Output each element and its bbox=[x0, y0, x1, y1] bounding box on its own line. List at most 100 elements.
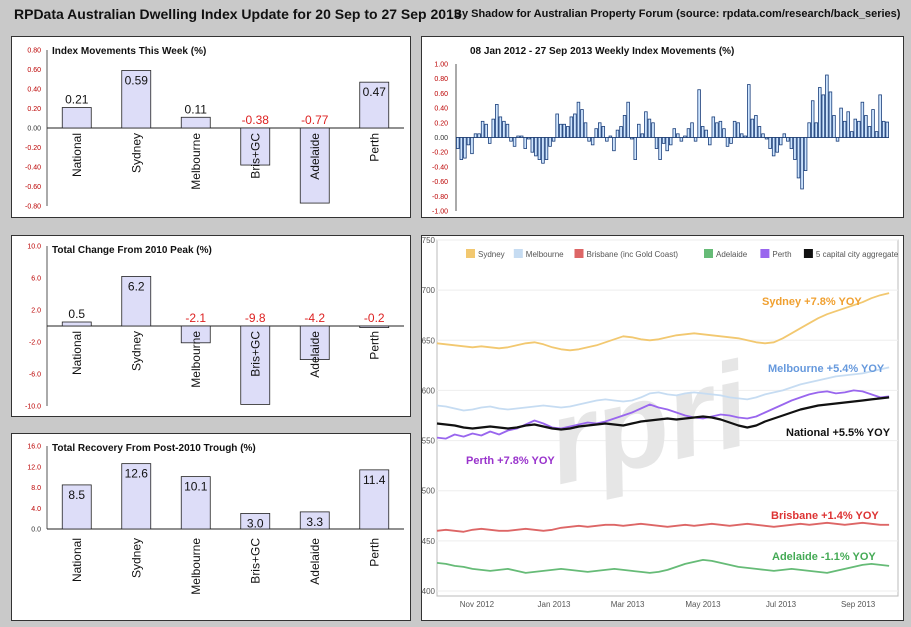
value-label: 6.2 bbox=[128, 279, 145, 293]
weekly-bar bbox=[495, 104, 499, 138]
value-label: -9.8 bbox=[245, 311, 266, 325]
y-tick-label: -0.40 bbox=[25, 165, 41, 172]
weekly-bar bbox=[668, 137, 673, 146]
y-tick-label: -6.0 bbox=[29, 372, 41, 379]
series-label: Perth +7.8% YOY bbox=[466, 455, 555, 467]
weekly-bar bbox=[562, 123, 566, 138]
series-label: Melbourne +5.4% YOY bbox=[768, 363, 885, 375]
weekly-bar bbox=[768, 137, 772, 149]
y-tick-label: 400 bbox=[422, 587, 436, 596]
legend-swatch bbox=[760, 249, 770, 258]
y-tick-label: -1.00 bbox=[432, 209, 448, 216]
bar-perth bbox=[359, 81, 390, 129]
weekly-bar bbox=[647, 118, 652, 138]
weekly-bar bbox=[576, 101, 581, 138]
value-label: 0.21 bbox=[65, 93, 89, 107]
weekly-bar bbox=[583, 122, 588, 138]
weekly-bar bbox=[555, 113, 559, 138]
bar-adelaide bbox=[299, 325, 330, 360]
weekly-bar bbox=[700, 126, 705, 138]
value-label: 0.11 bbox=[185, 102, 208, 116]
category-label: Sydney bbox=[129, 538, 143, 578]
weekly-bar bbox=[530, 137, 535, 153]
weekly-bar bbox=[729, 137, 733, 144]
weekly-bar bbox=[459, 137, 464, 160]
bar-sydney bbox=[121, 70, 152, 129]
weekly-bar bbox=[832, 115, 836, 138]
value-label: -0.77 bbox=[301, 113, 329, 127]
weekly-bar bbox=[551, 137, 556, 142]
y-tick-label: -0.60 bbox=[25, 184, 41, 191]
y-tick-label: 0.80 bbox=[27, 48, 41, 55]
y-tick-label: -0.80 bbox=[25, 204, 41, 211]
weekly-bar bbox=[456, 137, 460, 149]
x-tick-label: May 2013 bbox=[685, 600, 721, 609]
value-label: 10.1 bbox=[184, 480, 208, 494]
x-tick-label: Mar 2013 bbox=[611, 600, 645, 609]
weekly-bar bbox=[608, 135, 613, 138]
chart-title: Index Movements This Week (%) bbox=[52, 46, 206, 57]
value-label: 12.6 bbox=[125, 467, 149, 481]
y-tick-label: 8.0 bbox=[31, 485, 41, 492]
weekly-bar bbox=[615, 129, 620, 138]
weekly-bar bbox=[534, 137, 538, 157]
bar-brisgc bbox=[240, 127, 271, 166]
recovery-from-trough-chart: Total Recovery From Post-2010 Trough (%)… bbox=[11, 433, 411, 621]
weekly-bar bbox=[487, 137, 492, 144]
weekly-bar bbox=[857, 120, 861, 138]
weekly-bar bbox=[619, 126, 623, 138]
weekly-bar bbox=[757, 126, 762, 138]
y-tick-label: 0.0 bbox=[31, 527, 41, 534]
weekly-bar bbox=[622, 115, 627, 138]
x-tick-label: Sep 2013 bbox=[841, 600, 876, 609]
category-label: Perth bbox=[367, 538, 381, 567]
value-label: 8.5 bbox=[68, 488, 85, 502]
weekly-bar bbox=[683, 135, 687, 138]
weekly-bar bbox=[782, 133, 787, 138]
weekly-bar bbox=[594, 128, 598, 138]
weekly-bar bbox=[573, 113, 577, 138]
weekly-bar bbox=[527, 137, 531, 140]
weekly-bar bbox=[793, 137, 797, 160]
category-label: Perth bbox=[367, 331, 381, 360]
y-tick-label: 600 bbox=[422, 386, 436, 395]
y-tick-label: 550 bbox=[422, 437, 436, 446]
series-line-melbourne bbox=[436, 366, 890, 412]
weekly-bar bbox=[885, 121, 889, 138]
category-label: Bris+GC bbox=[248, 133, 262, 179]
index-movements-chart: Index Movements This Week (%) 0.80 0.60 0.4… bbox=[11, 36, 411, 218]
y-tick-label: -2.0 bbox=[29, 340, 41, 347]
weekly-bar bbox=[761, 133, 765, 138]
weekly-bar bbox=[637, 123, 641, 138]
weekly-bar bbox=[516, 135, 520, 138]
value-label: 11.4 bbox=[363, 473, 386, 487]
weekly-bar bbox=[580, 109, 584, 138]
y-tick-label: 0.80 bbox=[434, 76, 448, 83]
y-tick-label: -0.20 bbox=[432, 150, 448, 157]
weekly-bar bbox=[839, 107, 843, 138]
weekly-bar bbox=[842, 120, 847, 138]
series-line-perth bbox=[436, 389, 890, 440]
weekly-bar bbox=[690, 122, 694, 138]
weekly-bar bbox=[825, 74, 829, 138]
value-label: 0.59 bbox=[125, 73, 149, 87]
bar-melbourne bbox=[180, 476, 211, 530]
weekly-bar bbox=[676, 133, 680, 138]
series-label: Sydney +7.8% YOY bbox=[762, 296, 862, 308]
category-label: Melbourne bbox=[189, 331, 203, 388]
category-label: National bbox=[70, 538, 84, 582]
weekly-bar bbox=[693, 137, 698, 142]
weekly-bar bbox=[764, 137, 769, 140]
value-label: 0.47 bbox=[363, 85, 387, 99]
weekly-bar bbox=[658, 137, 662, 160]
y-tick-label: 700 bbox=[422, 286, 436, 295]
legend-entry: Perth bbox=[772, 250, 791, 259]
bar-national bbox=[61, 321, 92, 327]
page-subtitle: By Shadow for Australian Property Forum … bbox=[454, 8, 901, 20]
weekly-bar bbox=[725, 137, 730, 147]
x-tick-label: Nov 2012 bbox=[460, 600, 495, 609]
y-tick-label: -0.20 bbox=[25, 145, 41, 152]
value-label: -2.1 bbox=[185, 311, 206, 325]
y-tick-label: 0.00 bbox=[434, 135, 448, 142]
category-label: Bris+GC bbox=[248, 331, 262, 377]
